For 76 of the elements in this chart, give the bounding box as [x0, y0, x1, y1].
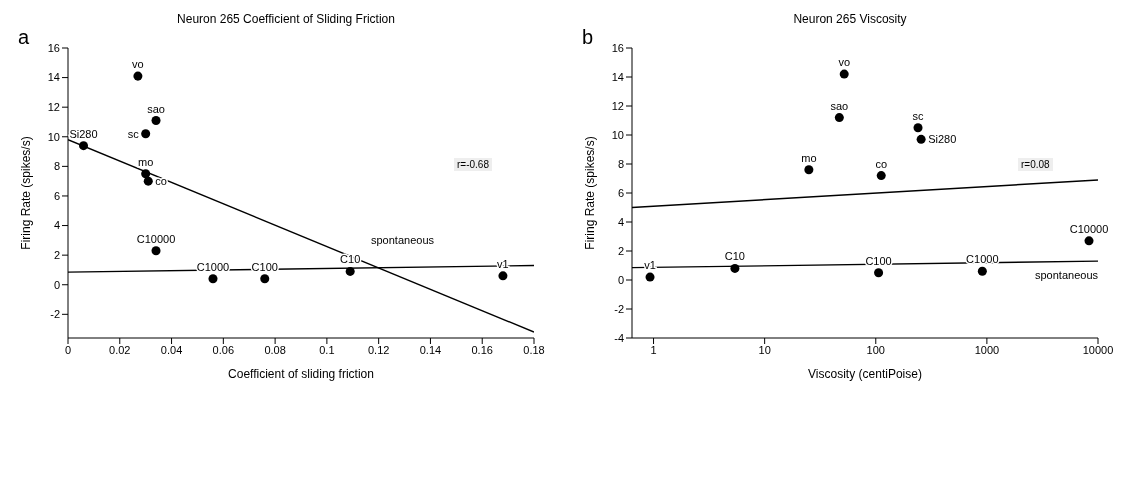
text: b	[582, 26, 594, 49]
x-tick-label: 0.16	[471, 343, 493, 356]
y-tick-label: 8	[617, 157, 624, 170]
y-tick-label: 6	[53, 189, 60, 202]
x-tick-label: 10	[758, 343, 771, 356]
series-label: vo	[838, 56, 851, 69]
annotation: r=0.08	[1018, 158, 1053, 171]
y-tick-label: 16	[47, 41, 60, 54]
point	[151, 246, 161, 256]
y-tick-label: 0	[53, 278, 60, 291]
x-tick-label: 0.02	[109, 343, 131, 356]
y-tick-label: -2	[614, 302, 624, 315]
series-label: C10	[724, 250, 746, 263]
series-label: C10000	[136, 232, 176, 245]
point	[498, 271, 508, 281]
series-label: C10000	[1069, 222, 1109, 235]
y-tick-label: 16	[611, 41, 624, 54]
x-tick-label: 100	[866, 343, 885, 356]
point	[143, 176, 153, 186]
series-label: sao	[147, 102, 165, 115]
point	[141, 169, 151, 179]
x-tick-label: 1000	[974, 343, 1000, 356]
y-tick-label: 4	[617, 215, 624, 228]
x-tick-label: 0.04	[160, 343, 183, 356]
x-tick-label: 0.14	[419, 343, 442, 356]
x-tick-label: 1	[650, 343, 657, 356]
x-tick-label: 0.1	[319, 343, 335, 356]
y-axis-title: Firing Rate (spikes/s)	[19, 136, 34, 250]
series-label: vo	[132, 58, 144, 71]
annotation: r=-0.68	[454, 158, 492, 171]
y-tick-label: -2	[50, 308, 60, 321]
y-tick-label: 6	[617, 186, 624, 199]
series-label: spontaneous	[1035, 269, 1099, 282]
x-tick-label: 0.08	[264, 343, 286, 356]
series-label: spontaneous	[371, 233, 435, 246]
y-tick-label: 0	[617, 273, 624, 286]
series-label: C100	[865, 254, 892, 267]
chart-title: Neuron 265 Viscosity	[792, 12, 908, 26]
x-tick-label: 0	[64, 343, 72, 356]
y-tick-label: 2	[53, 249, 60, 262]
point	[79, 141, 89, 151]
y-tick-label: 14	[47, 71, 60, 84]
x-tick-label: 0.06	[212, 343, 235, 356]
y-tick-label: 12	[611, 99, 624, 112]
point	[260, 274, 270, 284]
y-tick-label: 4	[53, 219, 60, 232]
point	[141, 129, 151, 139]
point	[345, 266, 355, 276]
y-tick-label: 2	[617, 244, 624, 257]
point	[208, 274, 218, 284]
chart-title: Neuron 265 Coefficient of Sliding Friction	[176, 12, 396, 26]
series-label: C10	[340, 253, 361, 266]
series-label: mo	[138, 155, 154, 168]
y-tick-label: 10	[47, 130, 60, 143]
x-tick-label: 10000	[1082, 343, 1114, 356]
y-tick-label: -4	[614, 331, 624, 344]
y-tick-label: 12	[47, 101, 60, 114]
x-axis-title: Viscosity (centiPoise)	[808, 367, 922, 381]
y-tick-label: 10	[611, 128, 624, 141]
x-tick-label: 0.18	[523, 343, 545, 356]
series-label: sao	[830, 99, 849, 112]
series-label: mo	[801, 151, 817, 164]
x-axis-title: Coefficient of sliding friction	[228, 367, 374, 381]
point	[133, 71, 143, 81]
x-tick-label: 0.12	[367, 343, 390, 356]
y-tick-label: 14	[611, 70, 624, 83]
y-axis-title: Firing Rate (spikes/s)	[583, 136, 598, 250]
series-label: co	[875, 157, 888, 170]
series-label: sc	[912, 109, 925, 122]
series-label: co	[155, 175, 167, 188]
series-label: Si280	[928, 133, 957, 146]
text: a	[18, 26, 30, 49]
y-tick-label: 8	[53, 160, 60, 173]
series-label: Si280	[69, 127, 98, 140]
series-label: sc	[127, 127, 140, 140]
point	[151, 115, 161, 126]
